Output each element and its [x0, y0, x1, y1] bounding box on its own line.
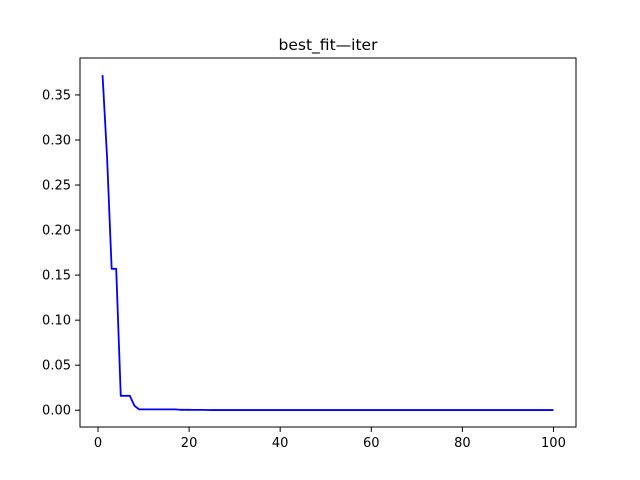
series-line	[101, 75, 554, 411]
y-tick-label: 0.25	[42, 179, 71, 194]
x-tick-label: 100	[541, 436, 566, 451]
y-tick-label: 0.15	[42, 269, 71, 284]
x-tick-label: 20	[181, 436, 198, 451]
series-layer	[101, 75, 554, 411]
plot-area	[80, 58, 576, 427]
y-tick-label: 0.35	[42, 88, 71, 103]
plot-frame	[79, 57, 577, 428]
y-tick-label: 0.00	[42, 404, 71, 419]
chart-title: best_fit—iter	[279, 36, 379, 55]
x-tick-label: 80	[454, 436, 471, 451]
y-tick-label: 0.20	[42, 224, 71, 239]
x-axis: 0 20 40 60 80 100	[94, 427, 566, 451]
y-tick-label: 0.30	[42, 133, 71, 148]
x-tick-label: 60	[363, 436, 380, 451]
y-tick-label: 0.10	[42, 314, 71, 329]
y-axis: 0.00 0.05 0.10 0.15 0.20 0.25 0.30 0.35	[42, 88, 80, 419]
x-tick-label: 40	[272, 436, 289, 451]
x-tick-label: 0	[94, 436, 102, 451]
y-tick-label: 0.05	[42, 359, 71, 374]
